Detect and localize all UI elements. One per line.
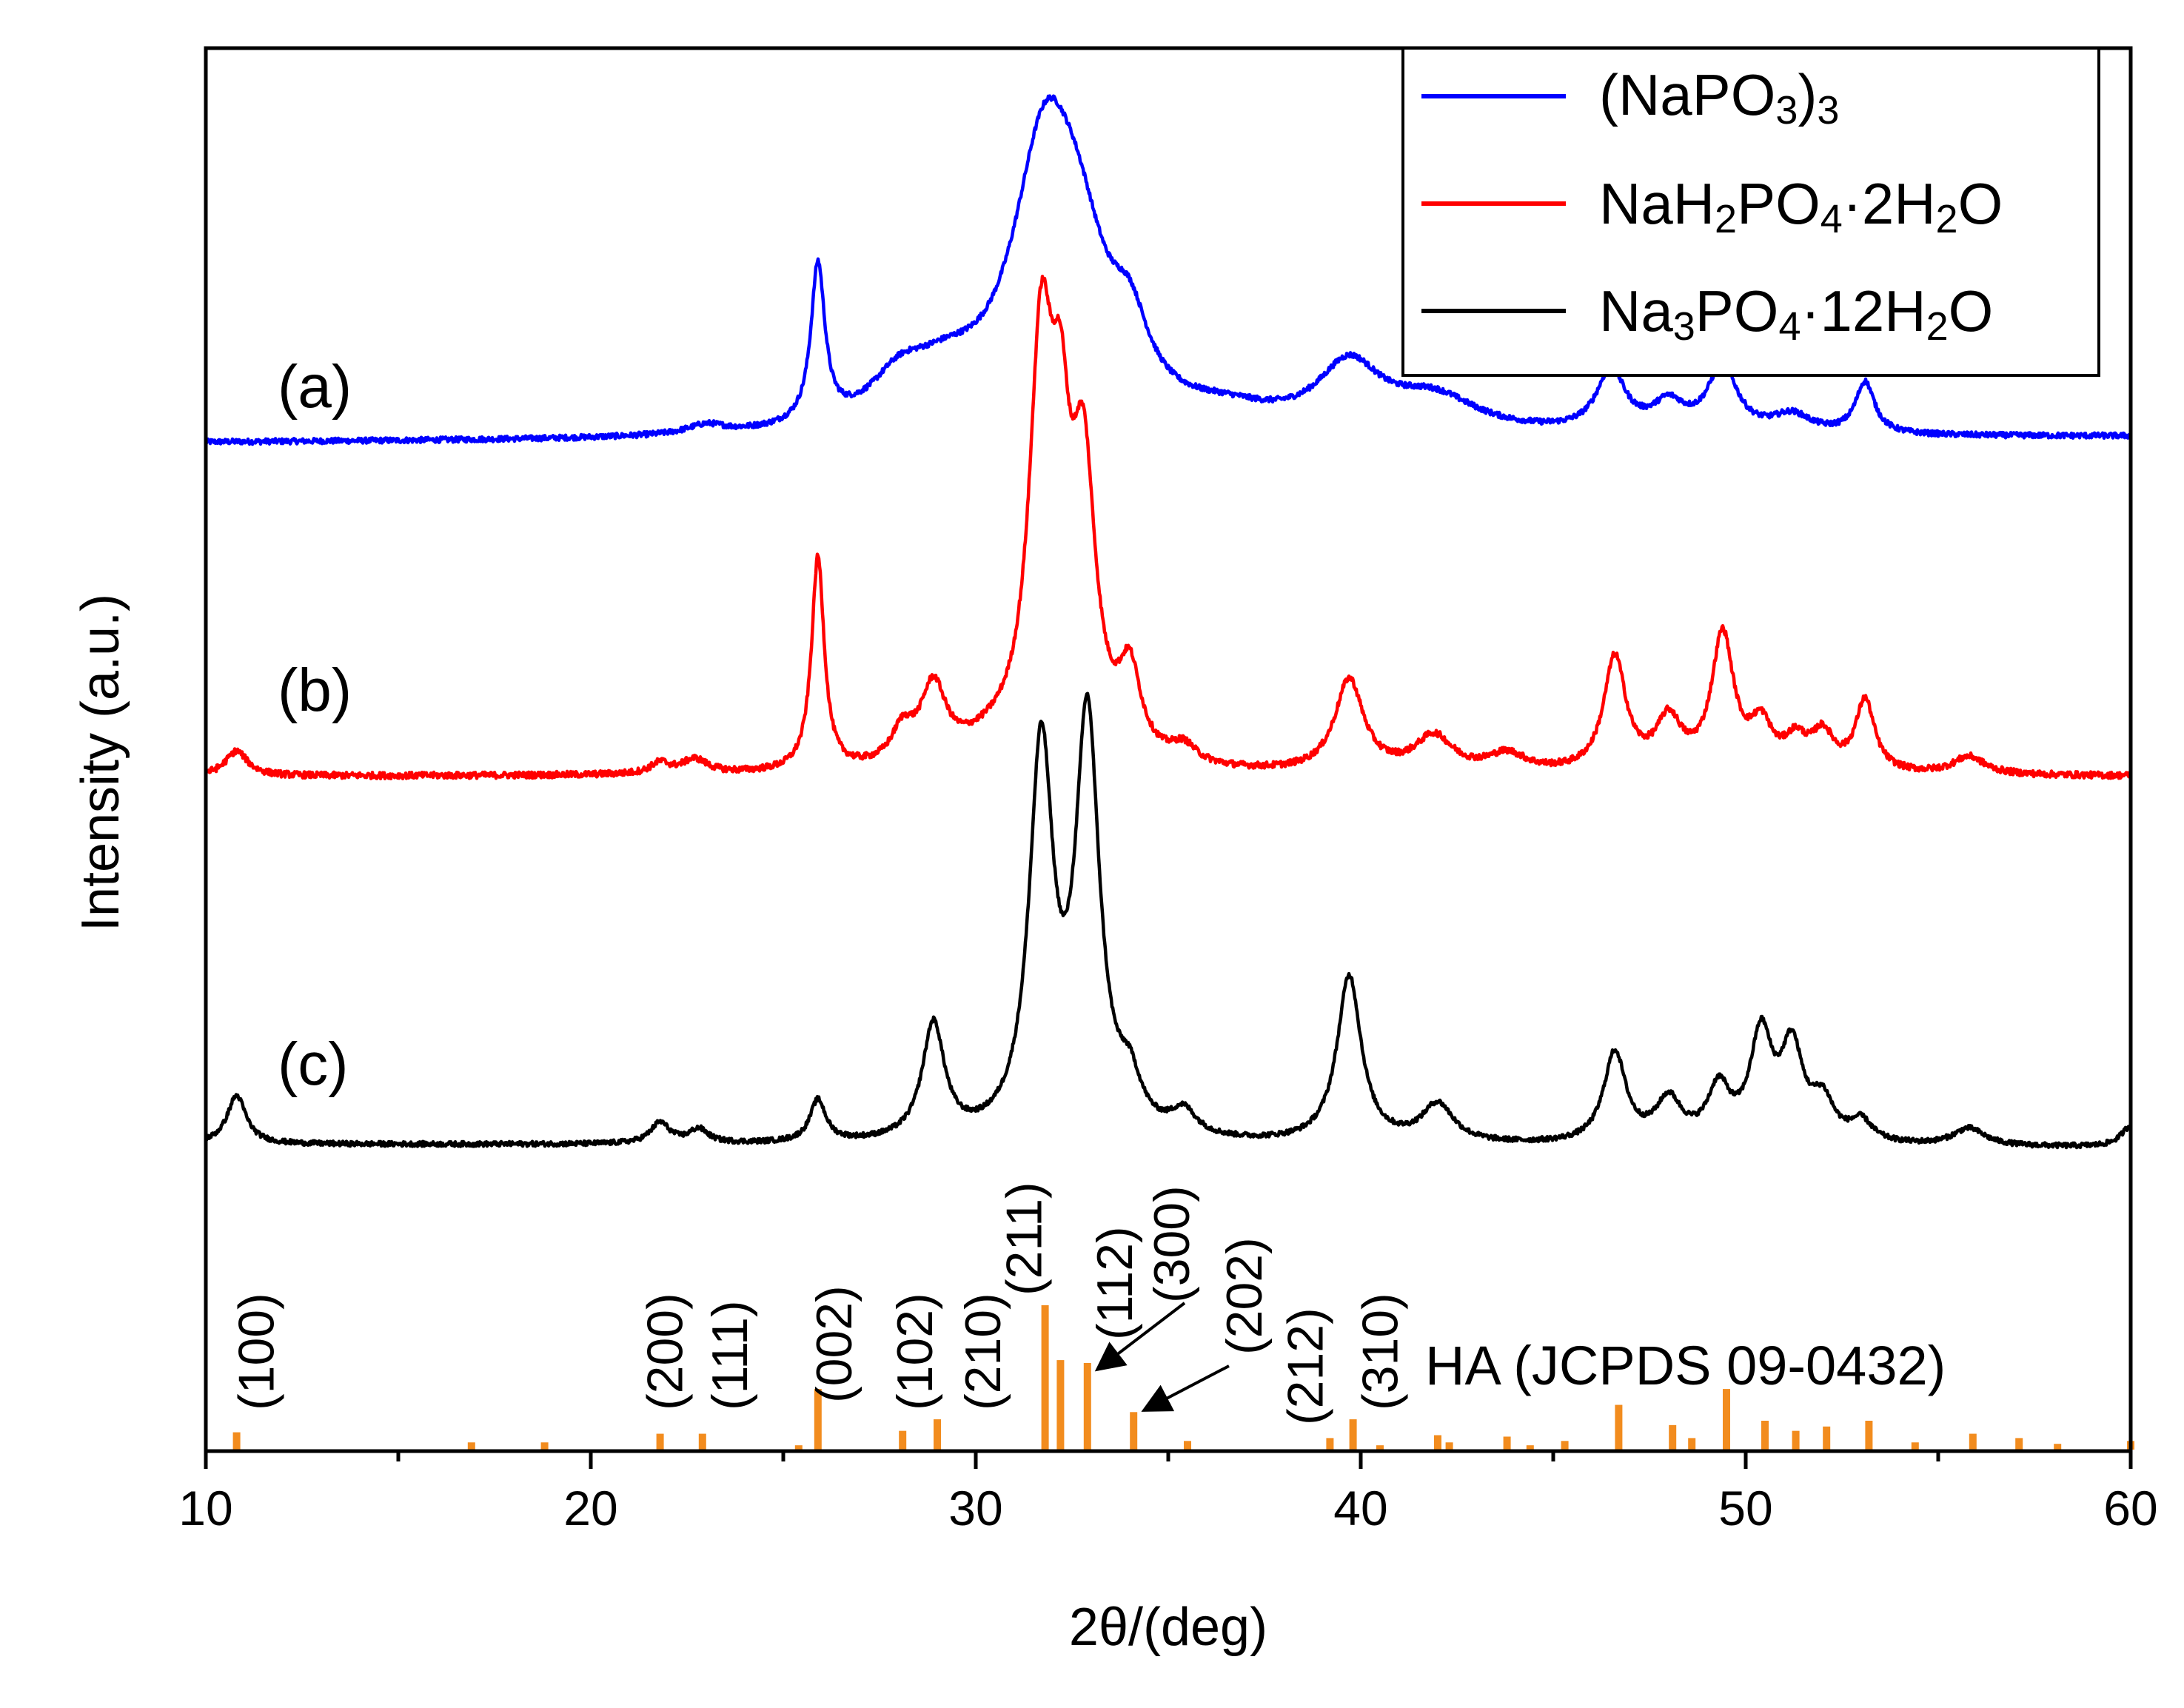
x-axis: 10 20 30 40 50 60 [178,1451,2158,1535]
ref-stick-26 [1761,1421,1769,1450]
series-line-b [204,275,2132,780]
ref-stick-16 [1376,1445,1384,1450]
hkl-label-300: (300) [1144,1185,1200,1303]
ref-stick-6 [814,1389,822,1450]
ref-stick-0 [232,1432,241,1450]
x-tick-label-20: 20 [563,1481,617,1535]
ref-stick-5 [794,1445,803,1450]
ref-stick-20 [1526,1445,1534,1450]
series-line-a [204,94,2133,446]
hkl-label-111: (111) [702,1300,758,1410]
ref-stick-8 [934,1419,941,1450]
hkl-label-210: (210) [955,1293,1011,1410]
x-tick-label-30: 30 [948,1481,1002,1535]
legend: (NaPO3)3 NaH2PO4·2H2O Na3PO4·12H2O [1401,47,2100,377]
hkl-label-102: (102) [887,1293,943,1410]
legend-label-a: (NaPO3)3 [1599,62,1839,133]
ref-stick-19 [1503,1436,1511,1450]
hkl-label-100: (100) [229,1293,285,1410]
series-tag-a: (a) [278,353,352,421]
ref-stick-22 [1615,1404,1623,1450]
hkl-label-211: (211) [996,1182,1053,1296]
ref-stick-14 [1326,1438,1334,1450]
ref-stick-15 [1349,1419,1357,1450]
ref-stick-33 [2054,1444,2062,1450]
ref-stick-32 [2015,1438,2023,1450]
ref-stick-13 [1184,1441,1191,1450]
legend-box [1401,47,2100,377]
hkl-label-310: (310) [1353,1293,1409,1410]
x-tick-label-10: 10 [178,1481,232,1535]
hkl-label-212: (212) [1277,1307,1333,1425]
ref-stick-17 [1434,1435,1441,1450]
series-tag-c: (c) [278,1031,349,1098]
legend-label-c: Na3PO4·12H2O [1599,278,1993,349]
ref-stick-29 [1865,1421,1873,1450]
hkl-label-112: (112) [1087,1226,1143,1340]
ref-stick-11 [1083,1363,1091,1450]
ref-stick-3 [656,1433,664,1450]
ref-stick-25 [1723,1389,1730,1450]
x-tick-label-40: 40 [1333,1481,1387,1535]
ref-stick-27 [1792,1430,1800,1450]
ref-stick-1 [467,1442,475,1450]
ref-stick-2 [540,1442,549,1450]
y-axis-title: Intensity (a.u.) [71,594,130,931]
ref-stick-21 [1561,1441,1569,1450]
ref-stick-12 [1130,1412,1138,1450]
reference-layer: (100) (200) (111) (002) (102) (210)(211) (112)… [229,1182,2134,1450]
ref-stick-9 [1041,1305,1049,1450]
ref-stick-18 [1445,1442,1453,1450]
hkl-label-202: (202) [1216,1237,1273,1355]
series-tag-b: (b) [278,657,352,724]
ref-stick-24 [1688,1438,1696,1450]
series-layer [204,94,2133,1150]
x-tick-label-60: 60 [2103,1481,2157,1535]
x-axis-title: 2θ/(deg) [1069,1598,1267,1657]
legend-label-b: NaH2PO4·2H2O [1599,171,2003,241]
ref-stick-30 [1911,1442,1919,1450]
arrow-202 [1141,1364,1230,1412]
ref-stick-10 [1056,1360,1065,1450]
ref-stick-28 [1823,1426,1831,1450]
arrow-300 [1094,1302,1186,1372]
ref-stick-31 [1969,1433,1977,1450]
ref-stick-4 [698,1433,706,1450]
hkl-label-200: (200) [637,1293,694,1410]
ref-stick-23 [1669,1424,1677,1450]
reference-title: HA (JCPDS 09-0432) [1425,1335,1946,1396]
ref-stick-7 [899,1430,907,1450]
series-line-c [204,691,2132,1150]
hkl-label-002: (002) [806,1285,862,1403]
x-tick-label-50: 50 [1718,1481,1772,1535]
